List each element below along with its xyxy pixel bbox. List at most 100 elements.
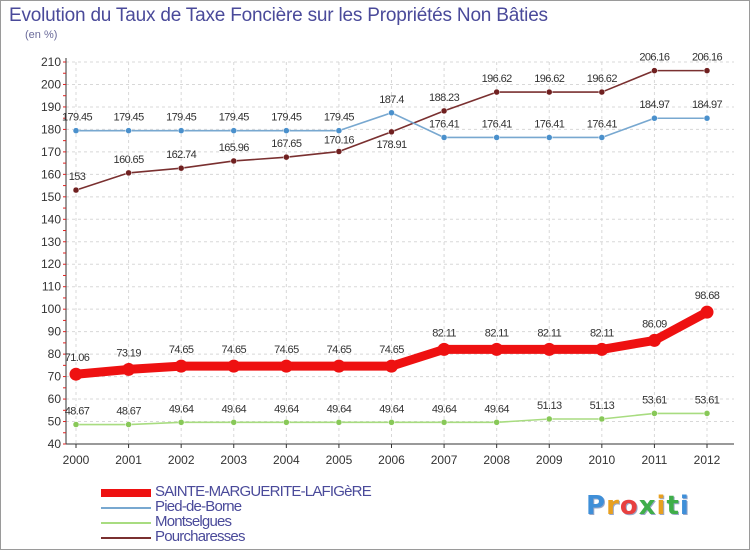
data-point xyxy=(230,127,237,134)
y-tick-label: 140 xyxy=(41,212,61,226)
legend-swatch xyxy=(101,489,151,497)
unit-label: (en %) xyxy=(25,29,58,41)
data-label: 179.45 xyxy=(166,112,197,124)
data-label: 74.65 xyxy=(327,344,352,356)
x-tick-label: 2003 xyxy=(220,453,247,467)
data-point xyxy=(177,164,185,172)
data-point xyxy=(279,359,293,373)
data-point xyxy=(335,148,343,155)
data-point xyxy=(72,421,80,428)
x-tick-label: 2011 xyxy=(642,453,668,467)
data-point xyxy=(335,419,343,426)
y-tick-label: 110 xyxy=(42,280,61,294)
data-label: 49.64 xyxy=(221,403,246,415)
data-point xyxy=(437,342,451,356)
logo-letter: t xyxy=(666,491,680,521)
data-label: 179.45 xyxy=(114,112,145,124)
data-point xyxy=(388,128,395,136)
data-label: 160.65 xyxy=(114,154,145,166)
data-label: 98.68 xyxy=(695,290,720,302)
data-label: 184.97 xyxy=(692,99,723,111)
data-point xyxy=(440,107,448,115)
x-tick-label: 2000 xyxy=(63,453,90,467)
y-tick-label: 200 xyxy=(41,77,61,91)
data-label: 188.23 xyxy=(429,92,460,104)
data-label: 73.19 xyxy=(116,347,141,359)
data-point xyxy=(493,88,500,96)
legend-swatch xyxy=(101,507,151,509)
data-point xyxy=(651,67,658,74)
y-tick-label: 40 xyxy=(48,437,62,451)
logo-letter: r xyxy=(606,491,620,521)
data-point xyxy=(647,333,661,347)
data-point xyxy=(227,359,241,373)
legend-label: Pied-de-Borne xyxy=(155,498,242,515)
data-label: 196.62 xyxy=(587,73,618,85)
data-label: 170.16 xyxy=(324,135,355,147)
y-tick-label: 50 xyxy=(48,415,62,429)
data-label: 206.16 xyxy=(639,52,670,64)
data-label: 162.74 xyxy=(166,149,197,161)
data-label: 167.65 xyxy=(271,138,302,150)
x-tick-label: 2002 xyxy=(168,453,195,467)
data-point xyxy=(283,153,290,161)
y-tick-label: 120 xyxy=(41,257,61,271)
chart-title: Evolution du Taux de Taxe Foncière sur l… xyxy=(9,5,548,26)
data-point xyxy=(230,419,237,426)
logo-letter: i xyxy=(656,491,667,521)
legend-label: Montselgues xyxy=(155,513,232,530)
data-label: 176.41 xyxy=(534,118,565,130)
data-label: 82.11 xyxy=(537,327,561,339)
data-point xyxy=(651,114,658,122)
x-tick-label: 2007 xyxy=(431,453,458,467)
data-label: 74.65 xyxy=(221,344,246,356)
y-tick-label: 160 xyxy=(41,167,61,181)
logo-letter: P xyxy=(586,491,607,521)
y-tick-label: 210 xyxy=(41,55,61,69)
legend-swatch xyxy=(101,537,151,539)
data-label: 49.64 xyxy=(432,403,457,415)
x-tick-label: 2008 xyxy=(483,453,510,467)
data-point xyxy=(335,127,343,134)
plot-area xyxy=(66,62,734,444)
data-label: 184.97 xyxy=(639,99,670,111)
data-point xyxy=(546,88,553,96)
y-tick-label: 90 xyxy=(48,325,62,339)
data-point xyxy=(125,421,132,428)
y-tick-label: 130 xyxy=(41,235,61,249)
data-point xyxy=(283,419,290,426)
data-label: 187.4 xyxy=(379,94,404,106)
data-point xyxy=(598,134,606,141)
x-tick-label: 2001 xyxy=(115,453,142,467)
data-point xyxy=(493,419,500,426)
data-point xyxy=(703,114,711,122)
data-label: 53.61 xyxy=(642,394,667,406)
data-point xyxy=(69,367,83,381)
data-label: 176.41 xyxy=(587,118,618,130)
data-point xyxy=(546,415,553,423)
y-tick-label: 60 xyxy=(48,392,62,406)
data-point xyxy=(332,359,346,373)
data-point xyxy=(125,127,132,134)
data-label: 153 xyxy=(69,171,86,183)
x-tick-label: 2009 xyxy=(536,453,563,467)
data-label: 71.06 xyxy=(65,352,90,364)
y-tick-label: 180 xyxy=(41,122,61,136)
x-tick-label: 2005 xyxy=(326,453,353,467)
data-label: 86.09 xyxy=(642,318,667,330)
data-point xyxy=(703,67,711,74)
x-tick-label: 2006 xyxy=(378,453,405,467)
y-tick-label: 80 xyxy=(48,347,62,361)
y-tick-label: 170 xyxy=(41,145,61,159)
data-point xyxy=(177,127,185,134)
data-label: 196.62 xyxy=(534,73,565,85)
legend-swatch xyxy=(101,522,151,524)
data-label: 51.13 xyxy=(537,400,562,412)
data-label: 165.96 xyxy=(219,142,250,154)
data-point xyxy=(283,127,290,134)
y-tick-label: 100 xyxy=(41,302,61,316)
data-label: 49.64 xyxy=(379,403,404,415)
data-label: 179.45 xyxy=(62,112,93,124)
data-label: 179.45 xyxy=(219,112,250,124)
